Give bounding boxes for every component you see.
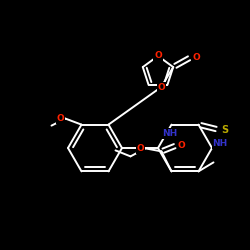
Text: NH: NH <box>212 140 228 148</box>
Text: O: O <box>178 141 186 150</box>
Text: NH: NH <box>162 129 177 138</box>
Text: O: O <box>192 52 200 62</box>
Text: O: O <box>136 144 144 153</box>
Text: O: O <box>157 82 165 92</box>
Text: S: S <box>221 124 228 134</box>
Text: O: O <box>154 52 162 60</box>
Text: O: O <box>56 114 64 123</box>
